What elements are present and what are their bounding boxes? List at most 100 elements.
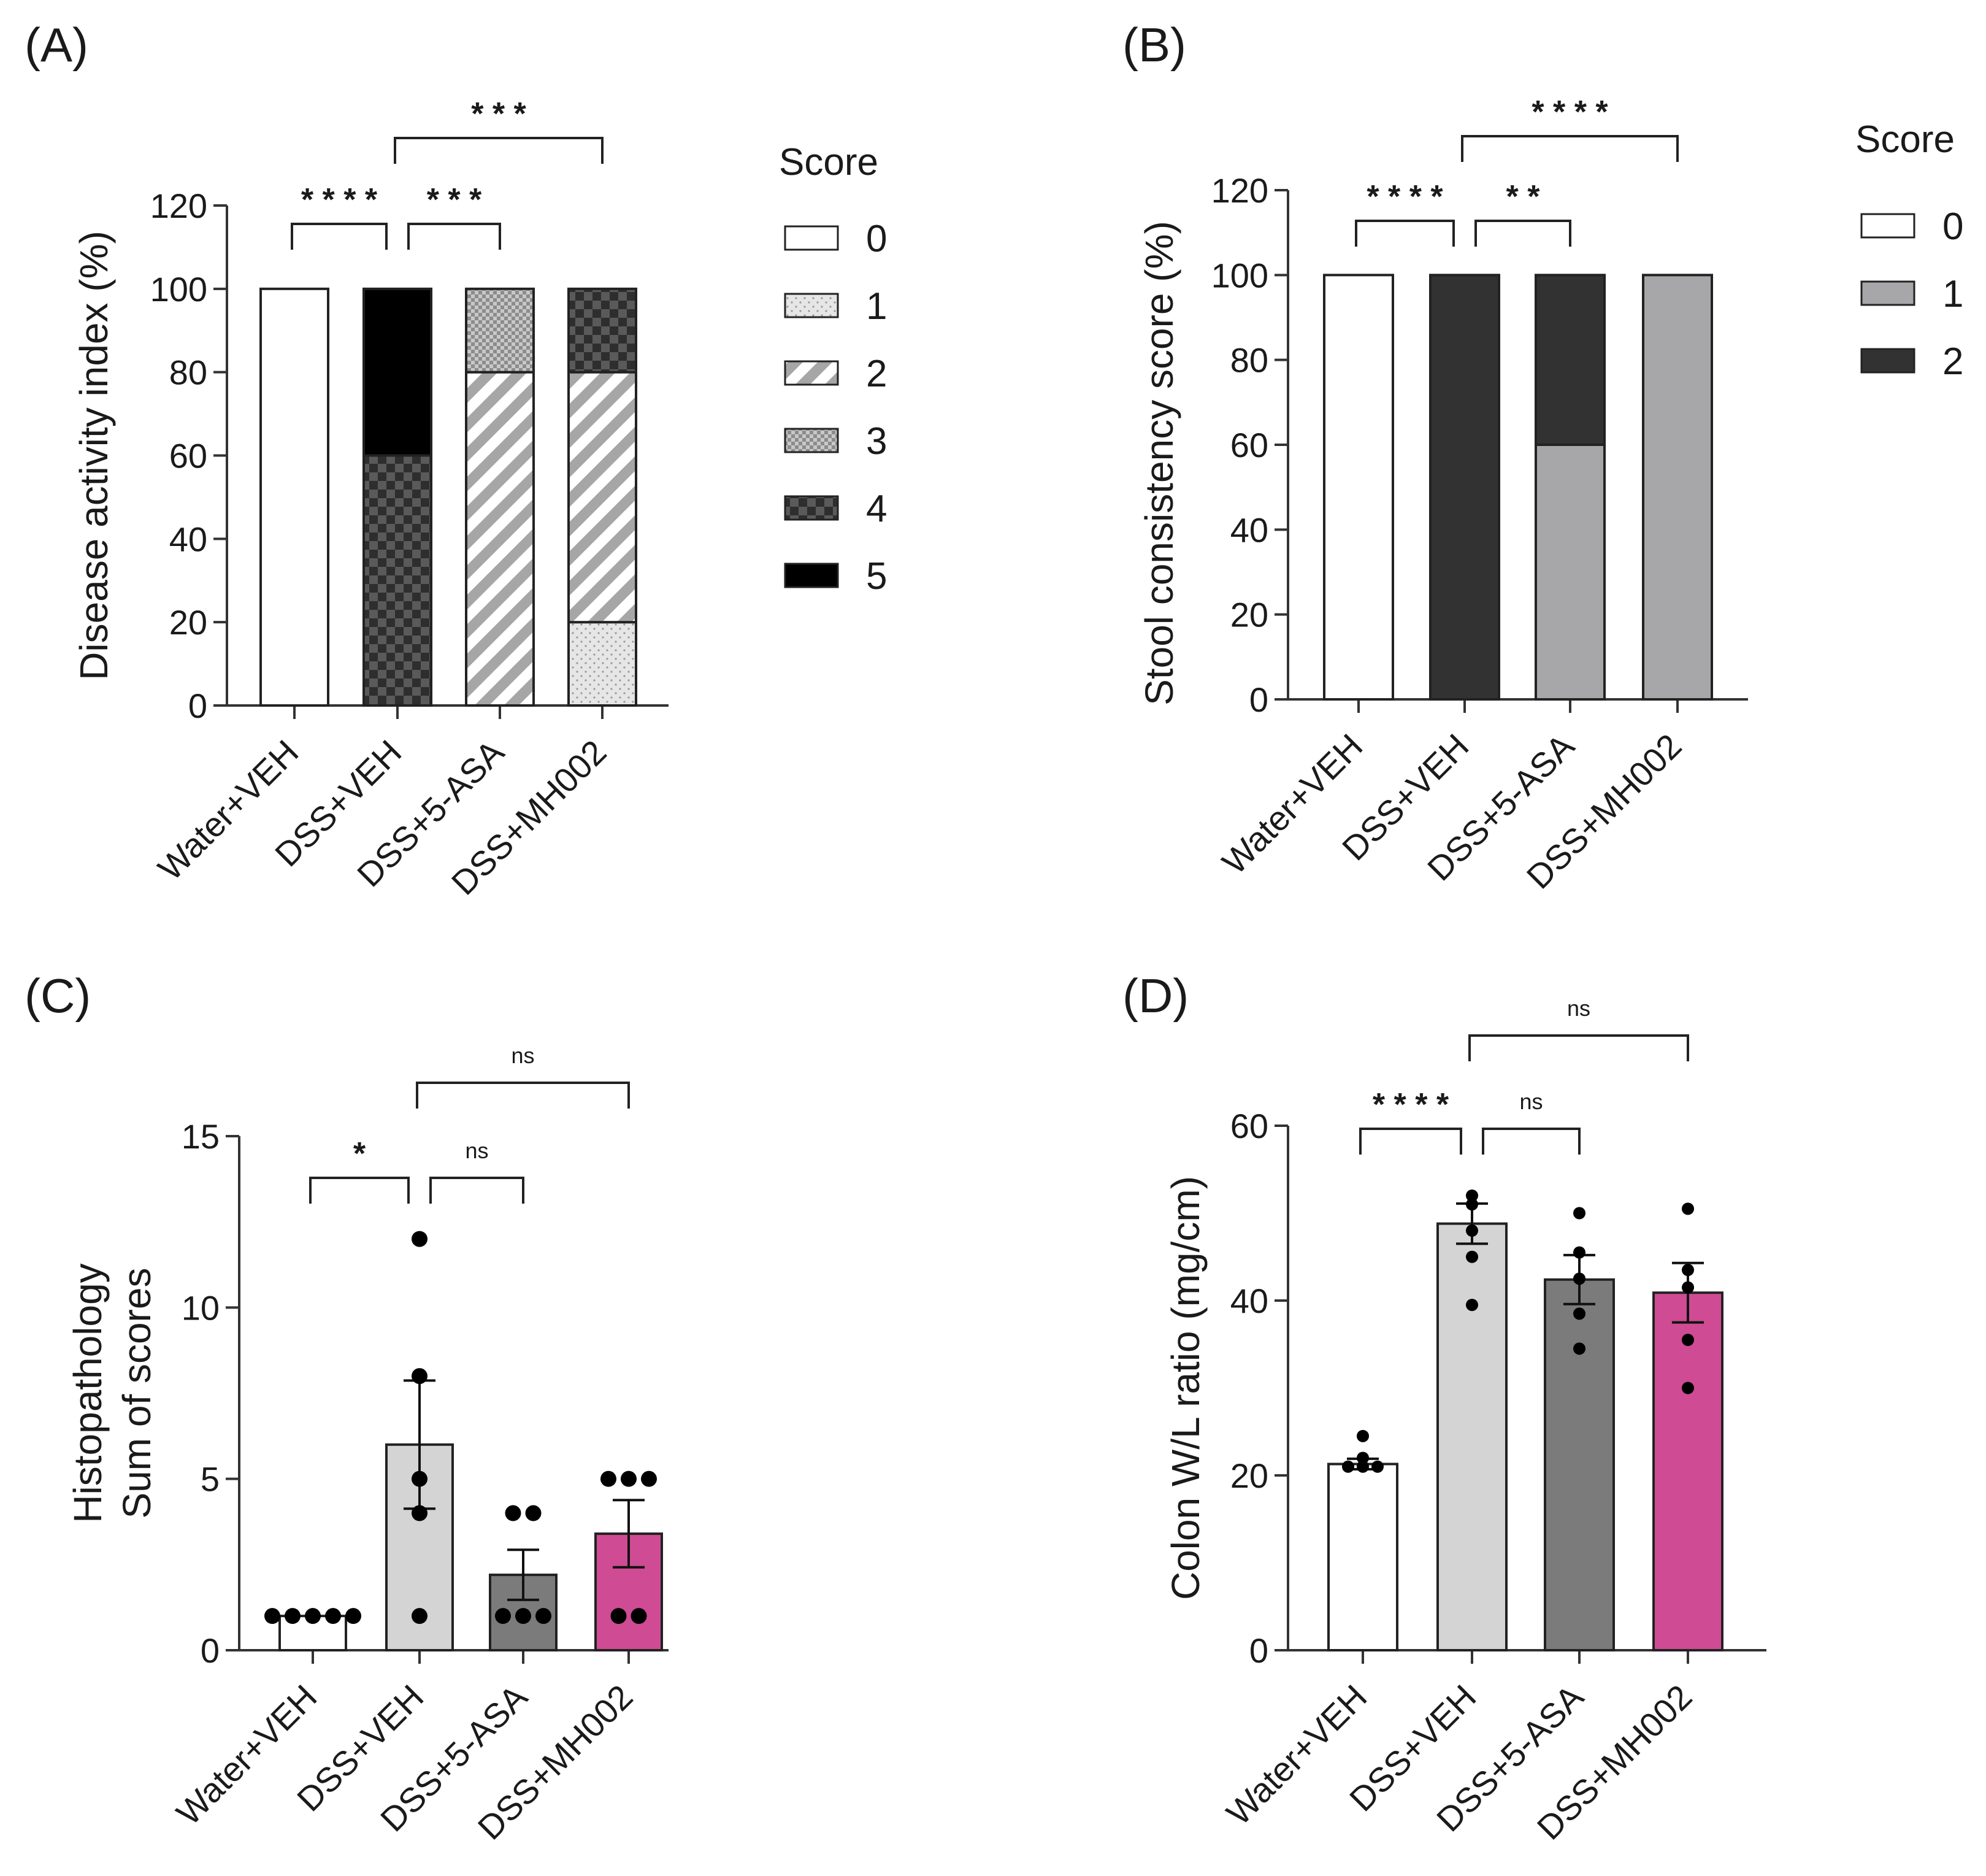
C-y-tick-label: 15	[182, 1117, 220, 1156]
C-data-point	[525, 1505, 542, 1521]
A-x-tick-label: Water+VEH	[150, 732, 305, 888]
C-data-point	[412, 1231, 427, 1247]
D-y-tick-label: 40	[1230, 1282, 1268, 1320]
C-data-point	[621, 1470, 637, 1487]
A-bar-segment-score-3	[465, 287, 535, 374]
D-data-point	[1682, 1202, 1694, 1215]
C-data-point	[515, 1608, 531, 1624]
C-data-point	[412, 1368, 427, 1385]
D-data-point	[1573, 1307, 1585, 1320]
panel-label-c: (C)	[25, 969, 91, 1023]
A-legend-label: 2	[866, 353, 887, 395]
B-bar-segment-score-1	[1642, 274, 1713, 701]
panel-c-chart: 051015Water+VEHDSS+VEHDSS+5-ASADSS+MH002…	[66, 1043, 669, 1847]
D-sig-bracket	[1468, 1034, 1689, 1061]
A-y-tick-label: 120	[150, 186, 207, 225]
C-y-tick-label: 0	[201, 1631, 220, 1670]
C-sig-bracket	[309, 1177, 410, 1204]
C-data-point	[264, 1608, 280, 1624]
D-y-tick-label: 0	[1249, 1631, 1268, 1670]
D-data-point	[1573, 1207, 1585, 1220]
D-data-point	[1357, 1460, 1369, 1473]
B-bar-segment-score-2	[1535, 274, 1606, 446]
B-y-tick-label: 80	[1230, 341, 1268, 380]
D-sig-bracket	[1482, 1128, 1581, 1155]
D-data-point	[1466, 1198, 1478, 1211]
B-y-tick-label: 40	[1230, 510, 1268, 549]
B-legend-label: 1	[1942, 273, 1963, 315]
A-bar-segment-score-0	[259, 287, 329, 707]
D-bar-mean	[1436, 1222, 1508, 1651]
D-x-tick-label: Water+VEH	[1219, 1677, 1374, 1832]
C-data-point	[325, 1608, 341, 1624]
panel-a-chart: 020406080100120Water+VEHDSS+VEHDSS+5-ASA…	[72, 96, 887, 902]
D-y-tick-label: 20	[1230, 1456, 1268, 1495]
A-legend-swatch	[784, 495, 839, 521]
D-bar-mean	[1544, 1278, 1615, 1652]
A-legend-label: 5	[866, 555, 887, 598]
A-legend-label: 1	[866, 285, 887, 328]
B-legend-swatch	[1860, 213, 1915, 239]
B-y-tick-label: 120	[1211, 171, 1268, 210]
B-bar-segment-score-2	[1429, 274, 1500, 701]
D-data-point	[1682, 1334, 1694, 1347]
B-sig-bracket	[1474, 220, 1571, 247]
D-y-axis-label: Colon W/L ratio (mg/cm)	[1164, 1176, 1208, 1600]
C-data-point	[641, 1470, 657, 1487]
B-sig-label: * *	[1506, 179, 1541, 215]
A-y-tick-label: 0	[188, 686, 207, 725]
D-sig-label: ns	[1519, 1089, 1543, 1114]
B-bar-segment-score-1	[1535, 444, 1606, 701]
B-y-tick-label: 20	[1230, 596, 1268, 634]
A-legend-swatch	[784, 563, 839, 588]
C-y-tick-label: 10	[182, 1288, 220, 1327]
A-sig-bracket	[394, 137, 604, 164]
D-data-point	[1573, 1272, 1585, 1285]
C-data-point	[600, 1470, 616, 1487]
A-legend-swatch	[784, 225, 839, 251]
panel-label-a: (A)	[25, 18, 88, 72]
A-sig-label: * * * *	[301, 182, 378, 218]
A-legend-label: 4	[866, 488, 887, 530]
A-y-tick-label: 100	[150, 270, 207, 309]
A-sig-label: * * *	[471, 96, 526, 132]
A-sig-label: * * *	[427, 182, 482, 218]
D-data-point	[1466, 1224, 1478, 1237]
C-data-point	[495, 1608, 511, 1624]
B-y-tick-label: 100	[1211, 256, 1268, 294]
B-legend-title: Score	[1855, 118, 1955, 161]
C-sig-bracket	[429, 1177, 524, 1204]
A-bar-segment-score-2	[465, 371, 535, 707]
C-sig-label: *	[353, 1136, 366, 1172]
C-data-point	[631, 1608, 647, 1624]
C-data-point	[285, 1608, 301, 1624]
D-sig-label: ns	[1567, 996, 1590, 1021]
C-data-point	[505, 1505, 521, 1521]
D-data-point	[1682, 1281, 1694, 1294]
C-sig-label: ns	[511, 1043, 534, 1068]
B-legend-label: 2	[1942, 340, 1963, 383]
C-y-axis-label-line1: Histopathology	[66, 1263, 110, 1523]
panel-b-chart: 020406080100120Water+VEHDSS+VEHDSS+5-ASA…	[1137, 94, 1963, 896]
D-data-point	[1573, 1342, 1585, 1355]
A-y-tick-label: 20	[169, 603, 207, 642]
A-legend-label: 0	[866, 218, 887, 260]
A-sig-bracket	[291, 223, 388, 250]
B-legend-swatch	[1860, 280, 1915, 306]
C-data-point	[412, 1505, 427, 1521]
B-y-tick-label: 0	[1249, 680, 1268, 719]
C-data-point	[345, 1608, 361, 1624]
B-y-tick-label: 60	[1230, 426, 1268, 464]
A-bar-segment-score-4	[567, 287, 637, 374]
D-y-tick-label: 60	[1230, 1107, 1268, 1145]
D-data-point	[1371, 1460, 1384, 1473]
A-legend-label: 3	[866, 420, 887, 463]
A-y-axis-label: Disease activity index (%)	[72, 231, 116, 680]
A-legend-swatch	[784, 360, 839, 386]
D-data-point	[1682, 1382, 1694, 1394]
B-legend-label: 0	[1942, 206, 1963, 248]
B-legend-swatch	[1860, 348, 1915, 374]
C-y-axis-label-line2: Sum of scores	[115, 1267, 159, 1518]
D-data-point	[1466, 1299, 1478, 1312]
